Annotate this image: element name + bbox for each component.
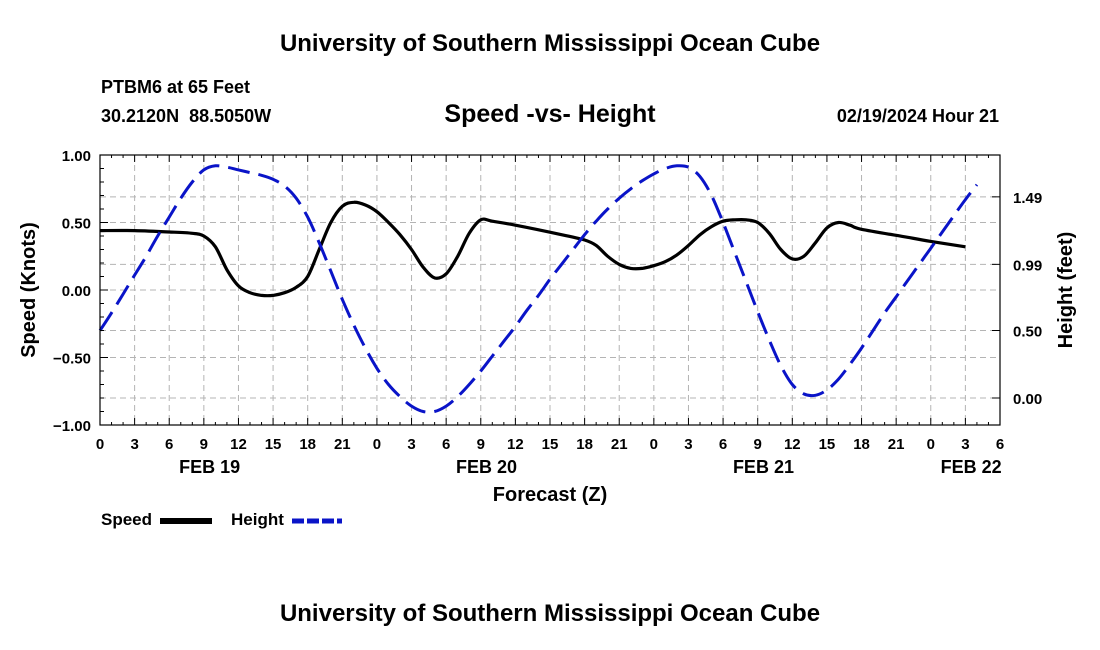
series-line-speed xyxy=(99,200,966,298)
y-left-tick-label: −1.00 xyxy=(53,418,91,435)
x-tick-label: 3 xyxy=(684,436,692,453)
x-tick-label: 18 xyxy=(853,436,870,453)
x-tick-label: 12 xyxy=(230,436,247,453)
y-right-tick-label: 1.49 xyxy=(1013,190,1042,207)
x-tick-label: 3 xyxy=(961,436,969,453)
x-tick-label: 12 xyxy=(784,436,801,453)
y-left-tick-label: 1.00 xyxy=(62,148,91,165)
x-tick-label: 21 xyxy=(888,436,905,453)
x-axis-title: Forecast (Z) xyxy=(493,484,607,506)
x-tick-label: 18 xyxy=(299,436,316,453)
y-left-tick-label: 0.00 xyxy=(62,283,91,300)
x-tick-label: 15 xyxy=(265,436,282,453)
y-right-tick-label: 0.00 xyxy=(1013,391,1042,408)
x-tick-label: 3 xyxy=(130,436,138,453)
x-tick-label: 21 xyxy=(334,436,351,453)
labels-layer: 0 3 6 9 12 15 18 21 0 3 6 9 12 15 18 21 0 3 6 9 12 15 18 21 0 3 6F… xyxy=(18,148,1077,506)
y-right-tick-label: 0.99 xyxy=(1013,257,1042,274)
legend-speed-label: Speed xyxy=(101,510,153,529)
coordinates-label: 30.2120N 88.5050W xyxy=(101,106,272,126)
x-tick-label: 0 xyxy=(650,436,658,453)
x-tick-label: 21 xyxy=(611,436,628,453)
station-label: PTBM6 at 65 Feet xyxy=(101,77,251,97)
series-line-height xyxy=(98,164,979,414)
ticks-layer xyxy=(99,154,1001,426)
x-tick-label: 6 xyxy=(719,436,727,453)
x-tick-label: 3 xyxy=(407,436,415,453)
y-right-axis-title: Height (feet) xyxy=(1055,232,1077,349)
x-tick-label: 15 xyxy=(819,436,836,453)
y-left-tick-label: −0.50 xyxy=(53,351,91,368)
x-tick-label: 15 xyxy=(542,436,559,453)
x-tick-label: 9 xyxy=(477,436,485,453)
y-left-tick-label: 0.50 xyxy=(62,216,91,233)
grid-lines xyxy=(100,155,1000,425)
date-label: FEB 22 xyxy=(941,457,1002,477)
x-tick-label: 9 xyxy=(754,436,762,453)
footer-title: University of Southern Mississippi Ocean… xyxy=(279,600,821,627)
x-tick-label: 12 xyxy=(507,436,524,453)
page-title: University of Southern Mississippi Ocean… xyxy=(279,30,821,57)
date-label: FEB 21 xyxy=(733,457,794,477)
x-tick-label: 0 xyxy=(96,436,104,453)
date-label: FEB 20 xyxy=(456,457,517,477)
x-tick-label: 0 xyxy=(927,436,935,453)
x-tick-label: 6 xyxy=(442,436,450,453)
x-tick-label: 9 xyxy=(200,436,208,453)
series-layer xyxy=(98,164,979,414)
x-tick-label: 0 xyxy=(373,436,381,453)
x-tick-label: 6 xyxy=(165,436,173,453)
legend-height-label: Height xyxy=(231,510,284,529)
x-tick-label: 18 xyxy=(576,436,593,453)
y-left-axis-title: Speed (Knots) xyxy=(18,222,40,358)
y-right-tick-label: 0.50 xyxy=(1013,324,1042,341)
legend-swatches xyxy=(160,518,342,524)
chart-subtitle: Speed -vs- Height xyxy=(444,100,656,128)
x-tick-label: 6 xyxy=(996,436,1004,453)
forecast-datetime: 02/19/2024 Hour 21 xyxy=(836,106,999,126)
date-label: FEB 19 xyxy=(179,457,240,477)
